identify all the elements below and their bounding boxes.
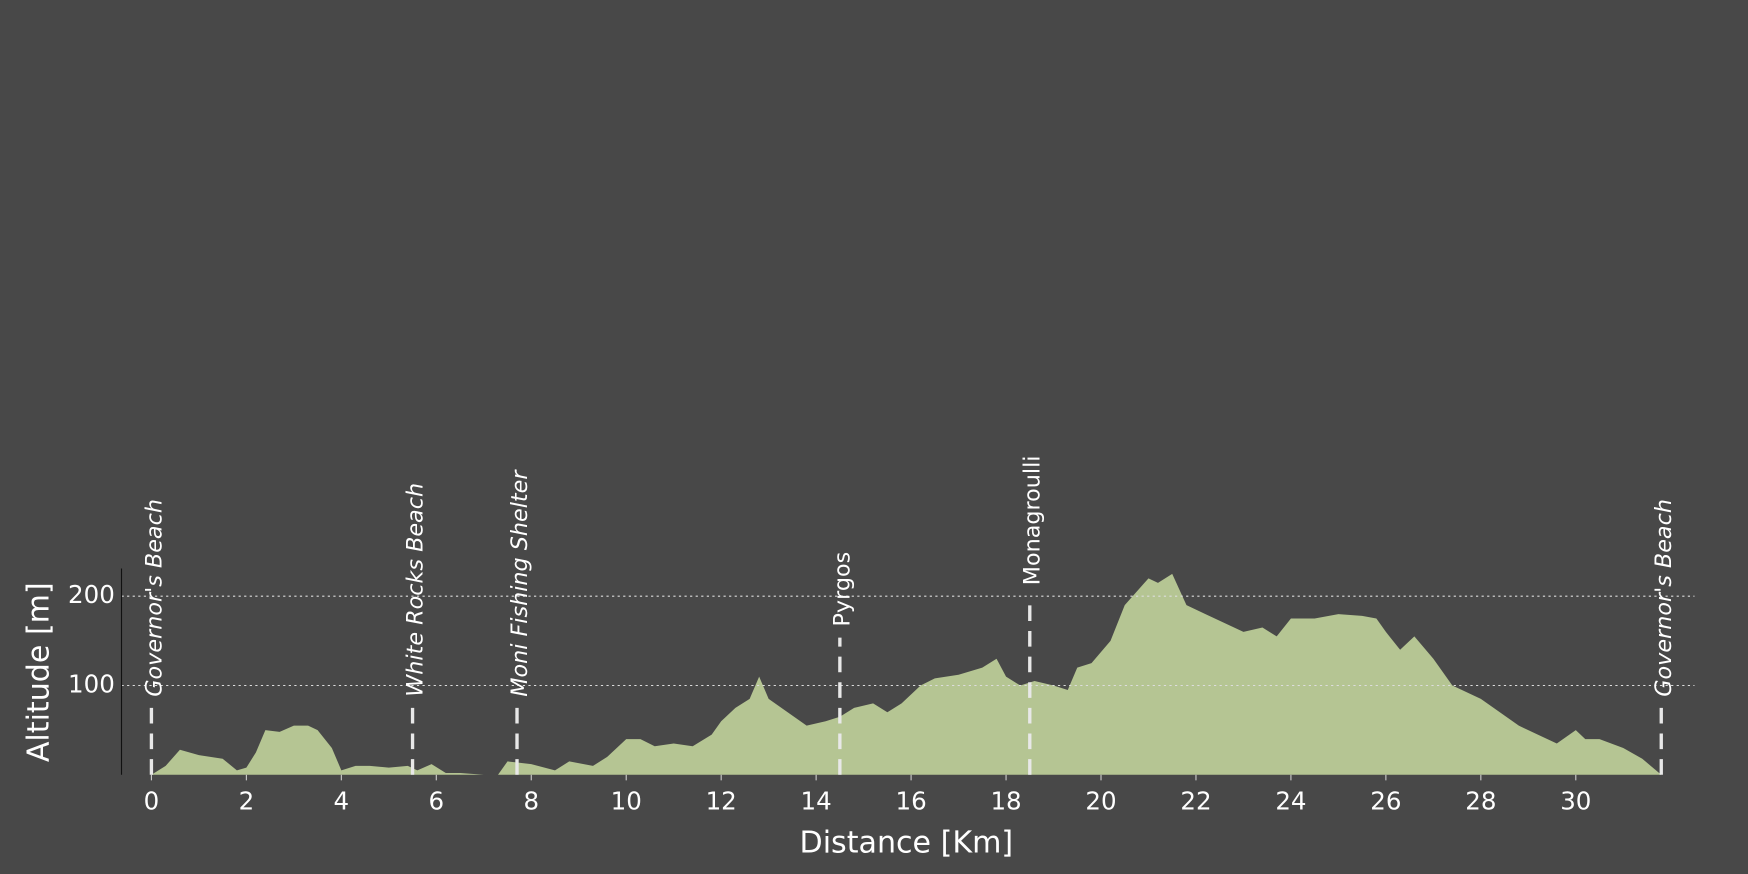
x-axis-title: Distance [Km] (800, 825, 1014, 860)
x-tick-label: 28 (1465, 787, 1496, 816)
x-tick-label: 18 (990, 787, 1021, 816)
x-tick-label: 6 (428, 787, 444, 816)
y-tick-label: 100 (68, 670, 115, 699)
x-tick-label: 0 (144, 787, 160, 816)
x-tick-label: 4 (334, 787, 350, 816)
x-tick-label: 2 (239, 787, 255, 816)
waypoint-label: White Rocks Beach (402, 483, 428, 697)
waypoint-label: Moni Fishing Shelter (507, 469, 533, 697)
x-tick-label: 26 (1370, 787, 1401, 816)
x-tick-label: 22 (1180, 787, 1211, 816)
x-tick-label: 8 (523, 787, 539, 816)
waypoint-label: Pyrgos (830, 552, 856, 627)
waypoint-label: Monagroulli (1020, 455, 1046, 585)
x-tick-label: 14 (801, 787, 832, 816)
y-tick-label: 200 (68, 580, 115, 609)
x-tick-label: 24 (1275, 787, 1306, 816)
y-axis-title: Altitude [m] (22, 582, 57, 762)
x-tick-label: 30 (1560, 787, 1591, 816)
altitude-area (151, 573, 1662, 775)
x-tick-label: 10 (611, 787, 642, 816)
waypoint-label: Governor's Beach (1651, 499, 1677, 697)
x-tick-label: 20 (1085, 787, 1116, 816)
waypoint-label: Governor's Beach (141, 499, 167, 697)
x-tick-label: 12 (706, 787, 737, 816)
x-tick-label: 16 (895, 787, 926, 816)
